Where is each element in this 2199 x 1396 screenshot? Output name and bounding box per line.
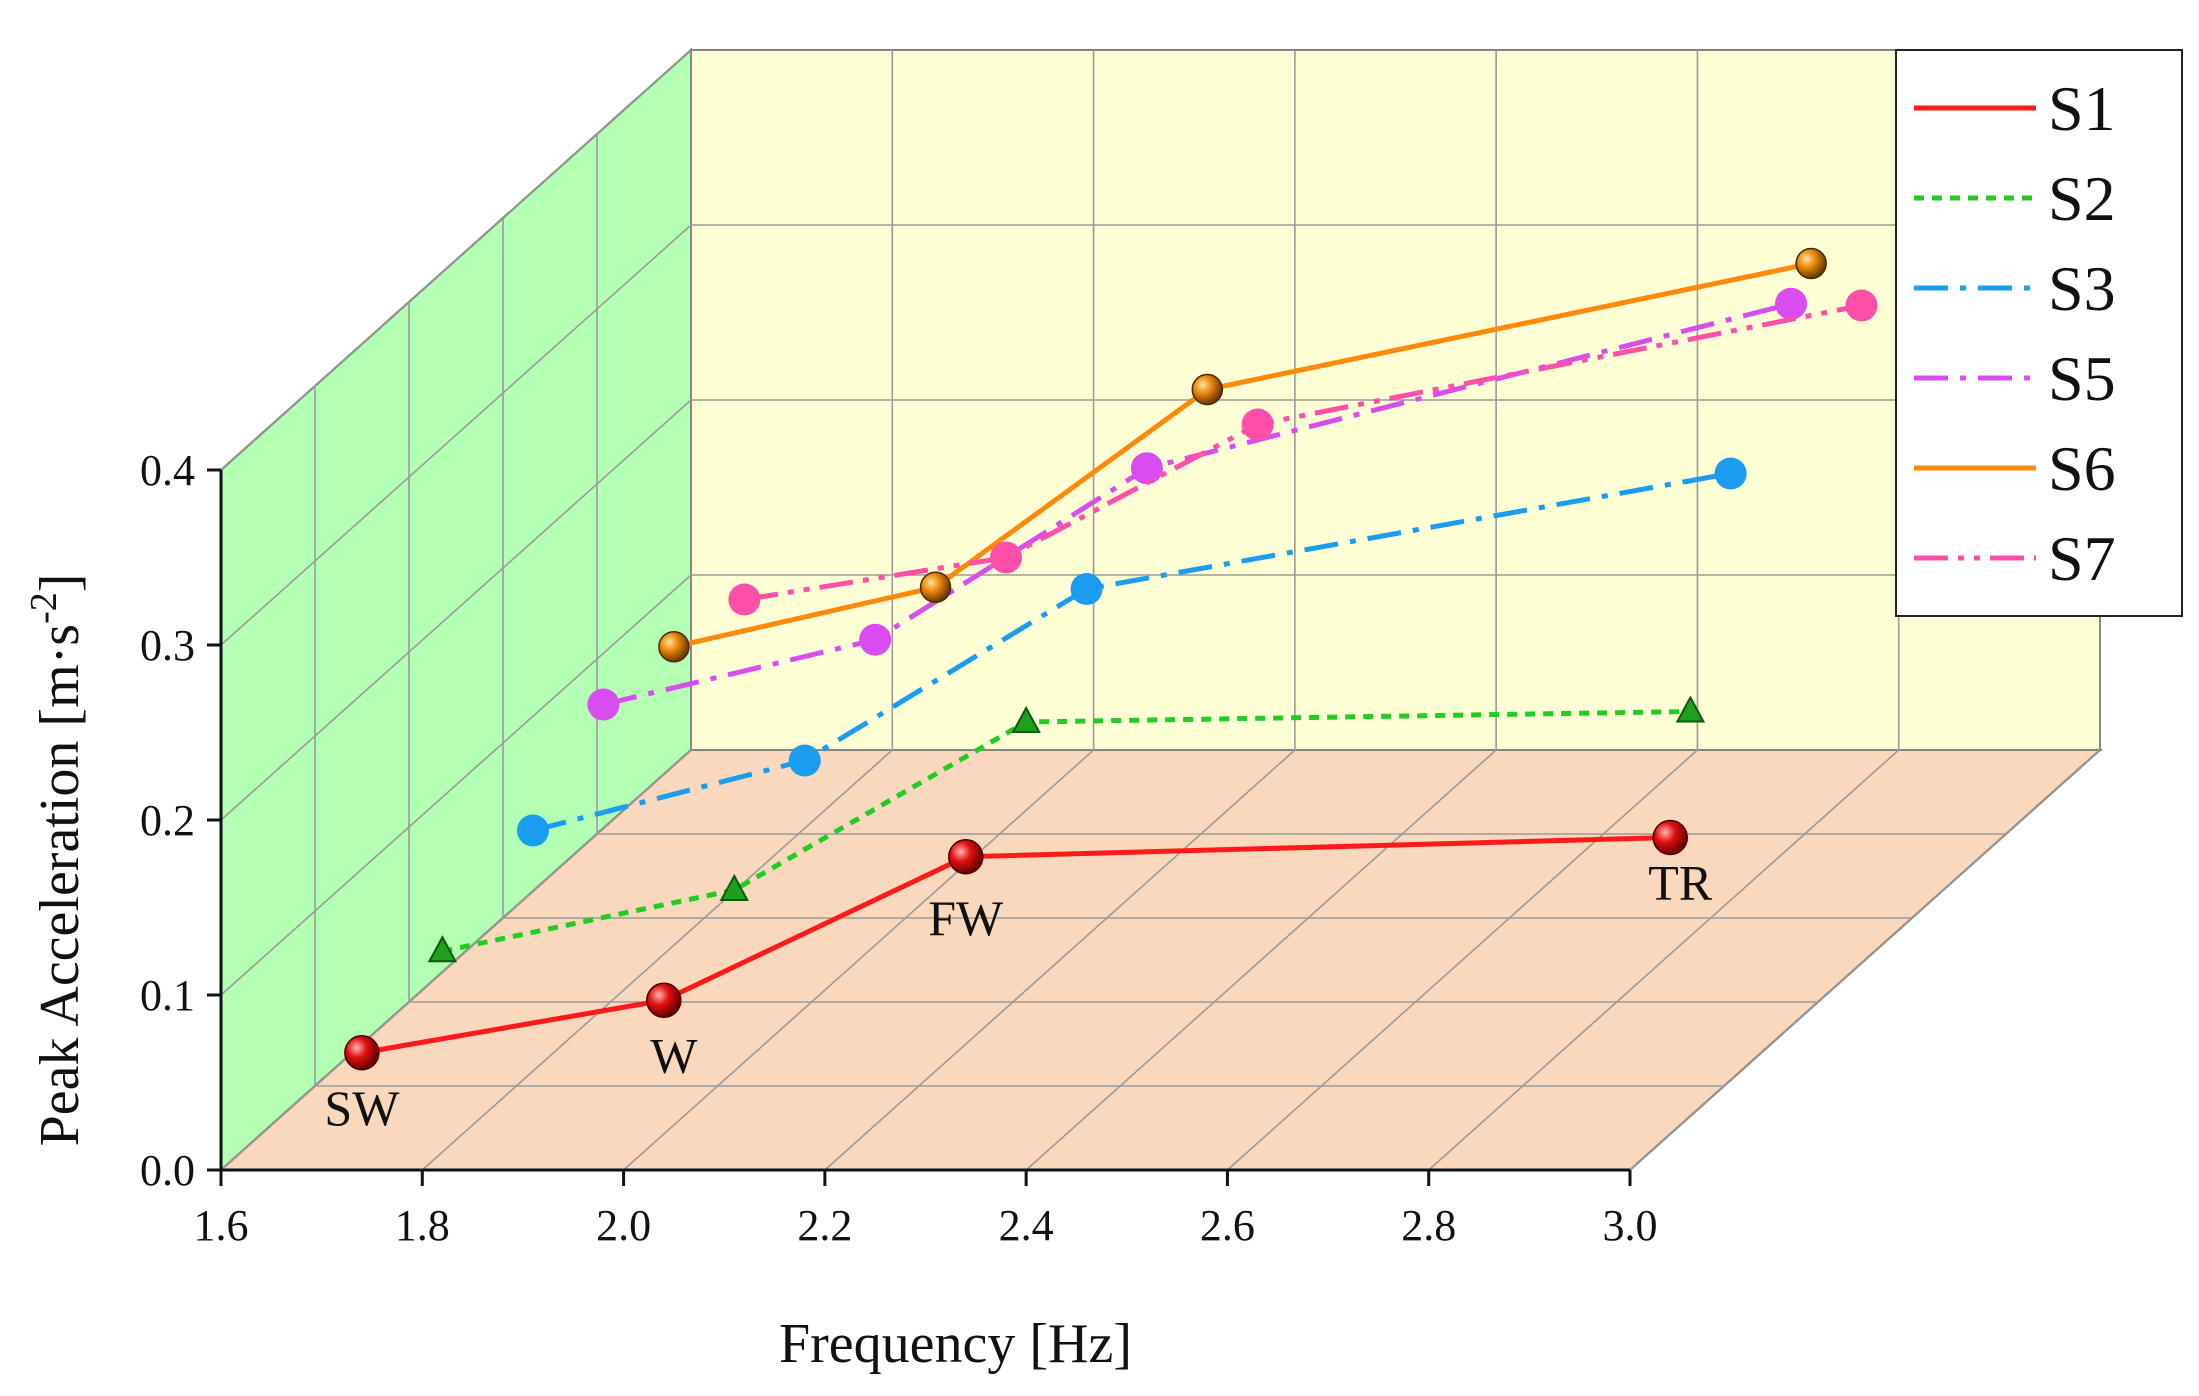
gait-label-fw: FW: [928, 890, 1004, 946]
series-layer: [344, 247, 1878, 1071]
gait-label-sw: SW: [324, 1080, 400, 1136]
data-point-marker: [1714, 457, 1747, 490]
data-point-marker: [1845, 289, 1878, 322]
floor-grid-line: [421, 749, 893, 1171]
data-point-marker: [1795, 247, 1827, 280]
side-grid-line: [220, 399, 692, 821]
data-point-marker: [948, 839, 984, 875]
data-point-marker: [1241, 408, 1274, 441]
series-s3: [516, 457, 1747, 847]
data-point-marker: [919, 571, 952, 603]
series-line: [602, 301, 1792, 707]
series-s6: [658, 247, 1827, 663]
data-point-marker: [859, 623, 892, 656]
floor-grid-line: [623, 749, 1095, 1171]
series-line: [361, 835, 1671, 1056]
floor-grid-line: [1226, 749, 1698, 1171]
legend-label: S7: [2048, 523, 2116, 594]
y-axis-title: Peak Acceleration [m·s-2]: [23, 574, 91, 1147]
data-point-marker: [344, 1035, 380, 1071]
x-tick-label: 1.8: [395, 1201, 450, 1250]
floor-grid-line: [1025, 749, 1497, 1171]
data-point-marker: [427, 935, 458, 963]
floor-grid-line: [1629, 749, 2101, 1171]
floor-grid-line: [824, 749, 1296, 1171]
series-s5: [587, 287, 1808, 721]
y-tick-label: 0.0: [140, 1146, 195, 1195]
x-axis-title: Frequency [Hz]: [779, 1313, 1132, 1375]
legend-label: S2: [2048, 163, 2116, 234]
x-tick-label: 2.6: [1200, 1201, 1255, 1250]
data-point-marker: [646, 982, 682, 1018]
data-point-marker: [516, 814, 549, 847]
legend: S1 S2 S3 S5 S6 S7: [1895, 49, 2183, 617]
gait-label-tr: TR: [1648, 855, 1713, 911]
legend-label: S1: [2048, 73, 2116, 144]
side-grid-line: [220, 749, 692, 1171]
data-point-marker: [1652, 819, 1689, 856]
series-s7: [728, 289, 1878, 616]
data-point-marker: [1675, 695, 1706, 723]
series-line: [441, 709, 1691, 954]
ticks: 0.0 0.1 0.2 0.3 0.4 1.6 1.8 2.0 2.2 2.4 2.6 2.8 3.0: [140, 446, 1658, 1250]
x-tick-label: 2.2: [797, 1201, 852, 1250]
y-tick-label: 0.4: [140, 446, 195, 495]
x-tick-label: 2.4: [999, 1201, 1054, 1250]
legend-label: S6: [2048, 433, 2116, 504]
x-tick-label: 2.8: [1401, 1201, 1456, 1250]
y-tick-label: 0.3: [140, 621, 195, 670]
y-tick-label: 0.2: [140, 796, 195, 845]
side-grid-line: [220, 224, 692, 646]
data-point-marker: [1130, 452, 1163, 485]
data-point-marker: [587, 688, 620, 721]
series-line: [743, 303, 1862, 602]
data-point-marker: [990, 541, 1023, 574]
data-point-marker: [788, 744, 821, 777]
series-s1: [344, 819, 1689, 1071]
data-point-marker: [728, 583, 761, 616]
y-tick-label: 0.1: [140, 971, 195, 1020]
gait-labels: SW W FW TR: [324, 855, 1712, 1136]
floor-grid-line: [1428, 749, 1900, 1171]
legend-box: [1895, 49, 2183, 617]
legend-label: S3: [2048, 253, 2116, 324]
side-grid-line: [220, 574, 692, 996]
x-tick-label: 3.0: [1603, 1201, 1658, 1250]
side-grid-line: [220, 49, 692, 471]
data-point-marker: [1070, 573, 1103, 605]
series-line: [673, 261, 1812, 650]
series-line: [532, 471, 1732, 833]
data-point-marker: [1011, 705, 1041, 733]
data-point-marker: [658, 631, 690, 663]
x-tick-label: 2.0: [596, 1201, 651, 1250]
gait-label-w: W: [650, 1027, 698, 1083]
data-point-marker: [719, 873, 749, 901]
data-point-marker: [1775, 287, 1808, 320]
legend-label: S5: [2048, 343, 2116, 414]
series-s2: [427, 695, 1706, 963]
x-tick-label: 1.6: [194, 1201, 249, 1250]
data-point-marker: [1191, 373, 1224, 406]
